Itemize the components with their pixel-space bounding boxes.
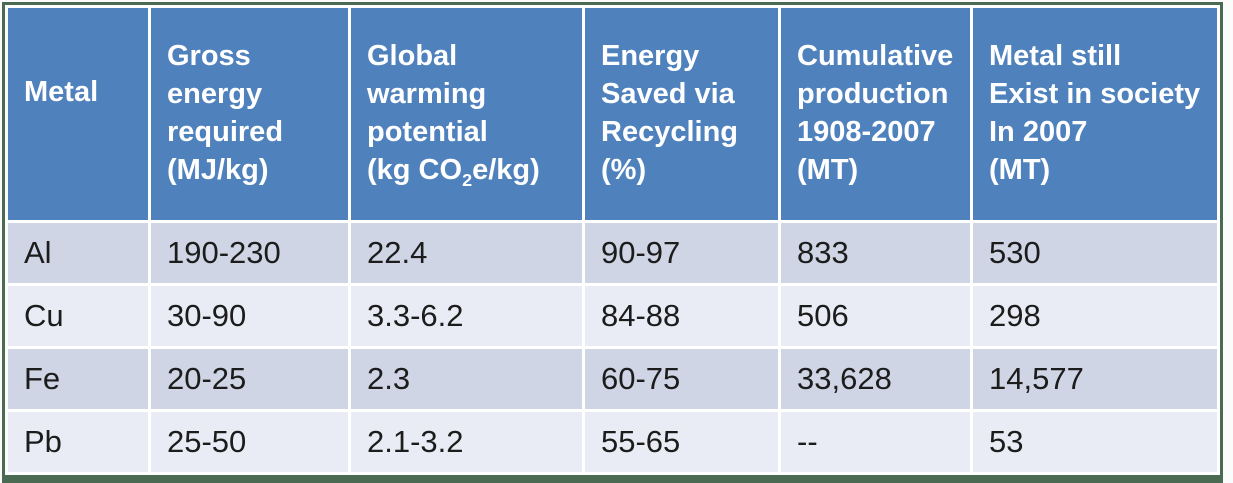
cell-energy-saved: 84-88 (585, 286, 778, 346)
cell-gross-energy: 30-90 (151, 286, 348, 346)
cell-metal-in-society: 298 (973, 286, 1217, 346)
column-header-label: Metal (24, 76, 99, 108)
unit-suffix: e/kg) (472, 153, 540, 186)
cell-cumulative-production: -- (781, 412, 970, 472)
cell-gross-energy: 20-25 (151, 349, 348, 409)
column-header-global-warming-potential: Global warming potential (kg CO2e/kg) (351, 8, 582, 220)
cell-gross-energy: 25-50 (151, 412, 348, 472)
cell-gwp: 3.3-6.2 (351, 286, 582, 346)
cell-cumulative-production: 833 (781, 223, 970, 283)
table-row-fe: Fe 20-25 2.3 60-75 33,628 14,577 (8, 349, 1217, 409)
column-header-metal: Metal (8, 8, 148, 220)
column-header-cumulative-production: Cumulative production 1908-2007 (MT) (781, 8, 970, 220)
column-header-label: Cumulative production 1908-2007 (MT) (797, 40, 954, 186)
unit-subscript: 2 (462, 169, 473, 190)
table-row-al: Al 190-230 22.4 90-97 833 530 (8, 223, 1217, 283)
table-header: Metal Gross energy required (MJ/kg) Glob… (8, 8, 1217, 220)
cell-cumulative-production: 33,628 (781, 349, 970, 409)
cell-metal-in-society: 14,577 (973, 349, 1217, 409)
table-row-pb: Pb 25-50 2.1-3.2 55-65 -- 53 (8, 412, 1217, 472)
cell-metal: Fe (8, 349, 148, 409)
cell-gwp: 2.3 (351, 349, 582, 409)
column-header-label: Energy Saved via Recycling (%) (601, 40, 738, 186)
column-header-unit: (kg CO2e/kg) (367, 152, 574, 190)
column-header-label: Gross energy required (MJ/kg) (167, 40, 284, 186)
cell-gwp: 2.1-3.2 (351, 412, 582, 472)
unit-prefix: (kg CO (367, 153, 463, 186)
cell-metal: Cu (8, 286, 148, 346)
cell-energy-saved: 55-65 (585, 412, 778, 472)
cell-gwp: 22.4 (351, 223, 582, 283)
column-header-label: Metal still Exist in society In 2007 (MT… (989, 40, 1201, 186)
cell-cumulative-production: 506 (781, 286, 970, 346)
cell-energy-saved: 60-75 (585, 349, 778, 409)
column-header-metal-in-society: Metal still Exist in society In 2007 (MT… (973, 8, 1217, 220)
column-header-energy-saved: Energy Saved via Recycling (%) (585, 8, 778, 220)
cell-metal: Pb (8, 412, 148, 472)
cell-metal: Al (8, 223, 148, 283)
cell-metal-in-society: 53 (973, 412, 1217, 472)
cell-energy-saved: 90-97 (585, 223, 778, 283)
column-header-label: Global warming potential (367, 40, 488, 148)
cell-gross-energy: 190-230 (151, 223, 348, 283)
column-header-gross-energy: Gross energy required (MJ/kg) (151, 8, 348, 220)
cell-metal-in-society: 530 (973, 223, 1217, 283)
header-row: Metal Gross energy required (MJ/kg) Glob… (8, 8, 1217, 220)
table-row-cu: Cu 30-90 3.3-6.2 84-88 506 298 (8, 286, 1217, 346)
table-body: Al 190-230 22.4 90-97 833 530 Cu 30-90 3… (8, 223, 1217, 472)
